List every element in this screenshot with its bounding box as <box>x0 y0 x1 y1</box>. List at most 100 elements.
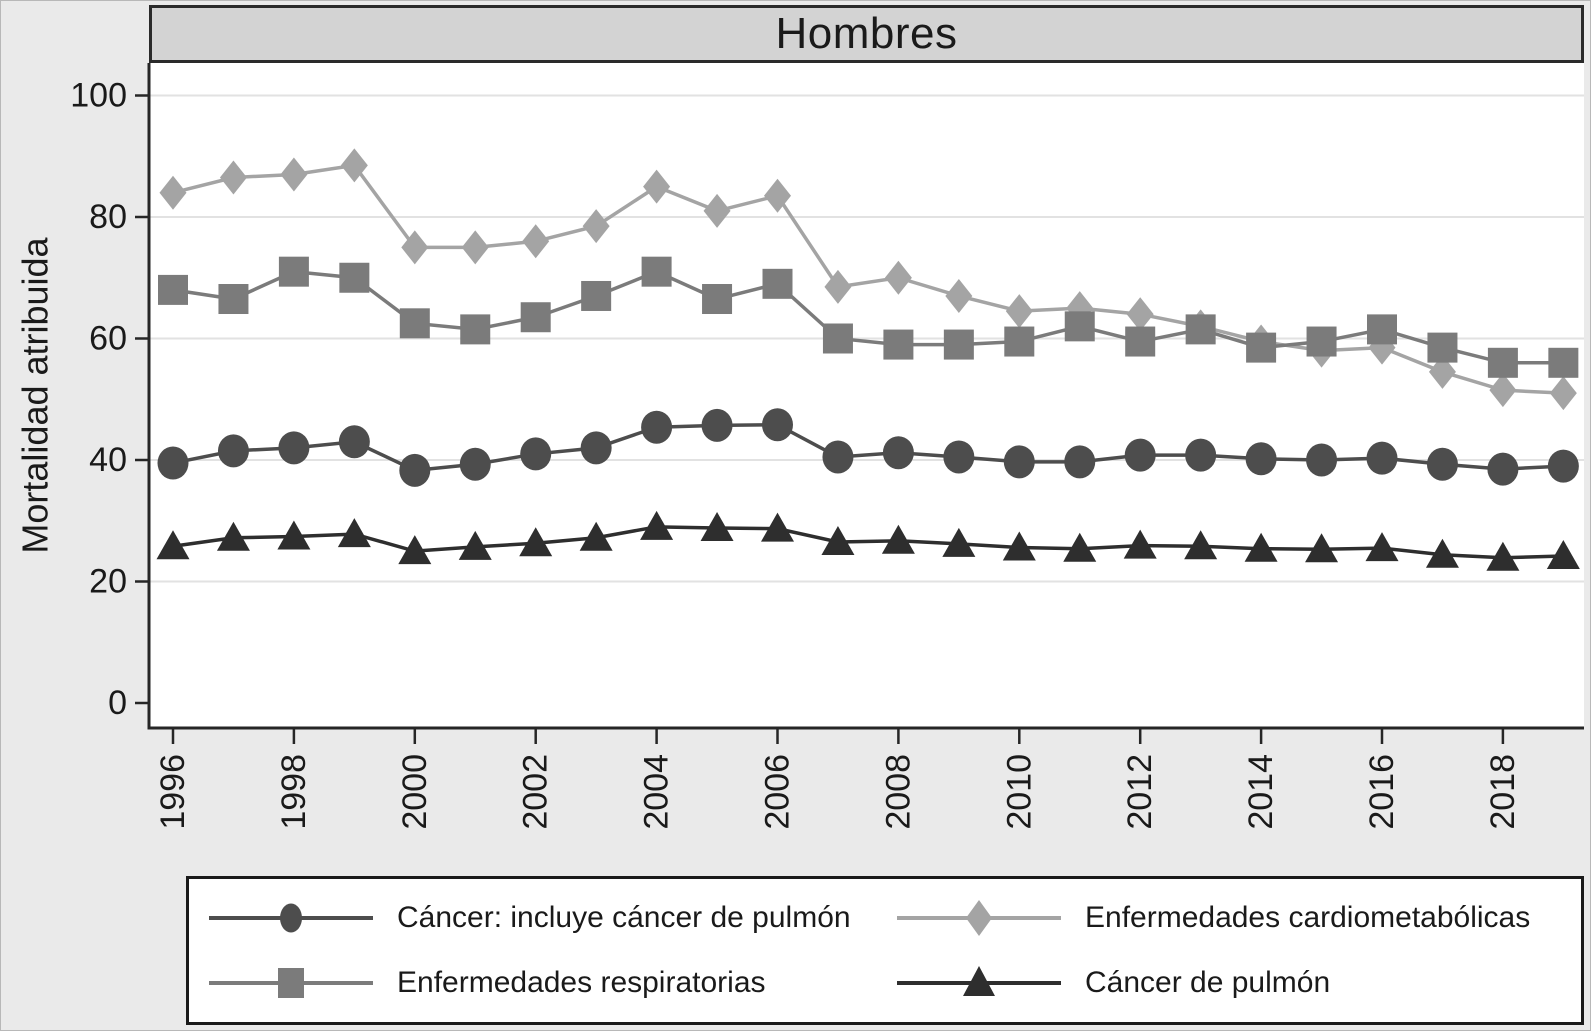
data-point-marker <box>1426 447 1458 481</box>
data-point-marker <box>1306 443 1338 477</box>
data-point-marker <box>1064 311 1095 342</box>
data-point-marker <box>1486 541 1520 571</box>
legend: Cáncer: incluye cáncer de pulmón Enferme… <box>186 876 1584 1025</box>
data-point-marker <box>398 535 432 565</box>
data-point-marker <box>1425 538 1459 568</box>
data-point-marker <box>1126 297 1154 332</box>
data-point-marker <box>278 431 310 465</box>
data-point-marker <box>460 314 491 345</box>
data-point-marker <box>764 178 791 213</box>
data-point-marker <box>340 148 368 183</box>
data-point-marker <box>218 284 249 315</box>
data-point-marker <box>1064 445 1096 479</box>
data-point-marker <box>1548 347 1579 378</box>
data-point-marker <box>278 256 309 287</box>
x-tick-label: 2006 <box>759 754 797 830</box>
data-point-marker <box>882 436 914 470</box>
data-point-marker <box>1547 449 1579 483</box>
data-point-marker <box>1546 539 1580 569</box>
data-point-marker <box>1185 314 1216 345</box>
data-point-marker <box>158 274 188 305</box>
y-axis-title: Mortalidad atribuida <box>15 236 56 553</box>
y-tick-label: 20 <box>89 563 127 601</box>
data-point-marker <box>216 521 250 551</box>
data-point-marker <box>1366 441 1398 475</box>
plot-background <box>149 63 1584 728</box>
data-point-marker <box>156 530 190 560</box>
data-point-marker <box>1428 354 1456 389</box>
data-point-marker <box>401 230 429 265</box>
data-point-marker <box>700 512 734 542</box>
data-point-marker <box>1184 530 1218 560</box>
legend-label: Cáncer de pulmón <box>1085 966 1331 1000</box>
y-tick-label: 0 <box>108 684 127 722</box>
data-point-marker <box>1489 373 1517 408</box>
data-point-marker <box>217 434 249 468</box>
legend-label: Enfermedades respiratorias <box>397 966 766 1000</box>
chart-title: Hombres <box>775 9 958 58</box>
x-tick-label: 1998 <box>275 754 313 830</box>
data-point-marker <box>579 521 613 551</box>
triangle-series-key-icon <box>897 966 1061 997</box>
data-point-marker <box>1125 326 1156 357</box>
data-point-marker <box>1003 445 1035 479</box>
data-point-marker <box>884 260 912 295</box>
data-point-marker <box>1063 532 1097 562</box>
data-point-marker <box>280 157 308 192</box>
data-point-marker <box>1245 442 1277 476</box>
diamond-series-key-icon <box>897 899 1061 936</box>
data-point-marker <box>159 175 187 210</box>
data-point-marker <box>883 329 914 360</box>
data-point-marker <box>761 512 794 542</box>
x-tick-label: 2002 <box>517 754 555 830</box>
data-point-marker <box>641 256 672 287</box>
square-series-key-icon <box>209 968 373 999</box>
data-point-marker <box>762 408 793 442</box>
data-point-marker <box>458 530 492 560</box>
data-point-marker <box>1246 332 1277 363</box>
data-point-marker <box>701 408 733 442</box>
data-point-marker <box>277 520 311 550</box>
data-point-marker <box>1124 438 1156 472</box>
data-point-marker <box>822 323 853 354</box>
data-point-marker <box>1487 347 1518 378</box>
data-point-marker <box>1549 376 1577 411</box>
data-point-marker <box>822 440 854 474</box>
data-point-marker <box>1123 529 1157 559</box>
data-point-marker <box>157 446 189 480</box>
data-point-marker <box>461 230 489 265</box>
series-line <box>172 525 1564 560</box>
data-point-marker <box>459 447 491 481</box>
data-point-marker <box>399 308 430 339</box>
data-point-marker <box>1306 326 1337 357</box>
x-tick-label: 2008 <box>879 754 917 830</box>
legend-item-respiratorias: Enfermedades respiratorias <box>207 959 895 1007</box>
data-point-marker <box>519 527 553 557</box>
legend-item-cancer-incluye: Cáncer: incluye cáncer de pulmón <box>207 894 895 942</box>
x-tick-label: 2012 <box>1121 754 1159 830</box>
chart-title-bar: Hombres <box>149 5 1584 63</box>
data-point-marker <box>219 160 247 195</box>
data-point-marker <box>1185 438 1217 472</box>
legend-label: Enfermedades cardiometabólicas <box>1085 900 1531 934</box>
data-point-marker <box>1002 531 1036 561</box>
x-tick-label: 2018 <box>1484 754 1522 830</box>
data-point-marker <box>942 527 976 557</box>
data-point-marker <box>520 437 552 471</box>
data-point-marker <box>1004 326 1035 357</box>
data-point-marker <box>945 278 973 313</box>
data-point-marker <box>702 284 733 315</box>
data-point-marker <box>580 431 612 465</box>
data-point-marker <box>943 329 974 360</box>
x-tick-label: 2014 <box>1242 754 1280 830</box>
data-point-marker <box>640 510 674 540</box>
legend-item-cardiometabolicas: Enfermedades cardiometabólicas <box>895 894 1581 942</box>
data-point-marker <box>641 410 673 444</box>
y-tick-label: 80 <box>89 198 127 236</box>
data-point-marker <box>582 209 610 244</box>
data-point-marker <box>1305 533 1339 563</box>
y-tick-label: 60 <box>89 320 127 358</box>
legend-item-cancer-pulmon: Cáncer de pulmón <box>895 959 1581 1007</box>
